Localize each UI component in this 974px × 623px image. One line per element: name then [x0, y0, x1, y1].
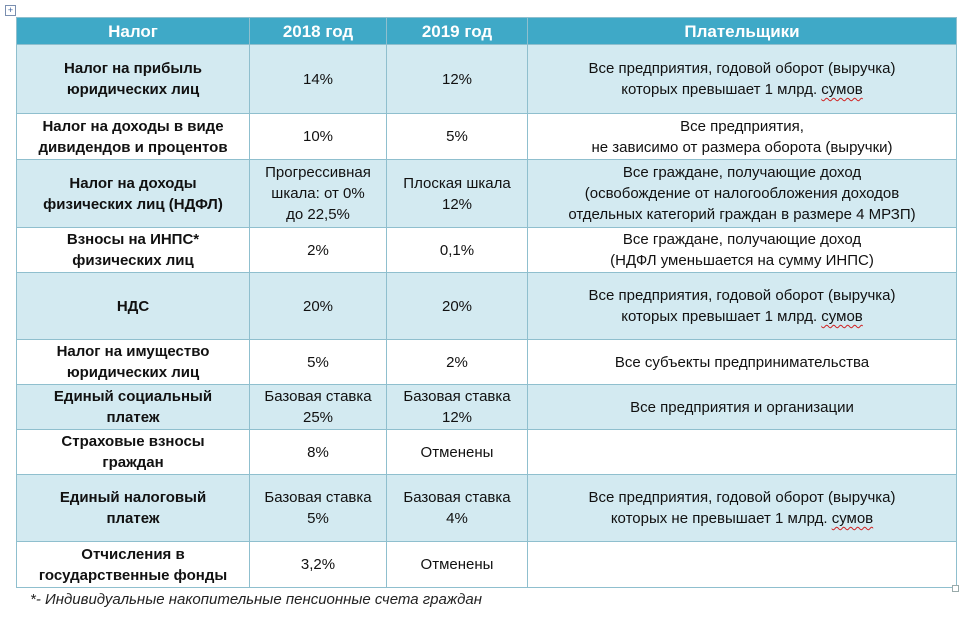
rate-2018-cell: 5% — [249, 339, 387, 385]
tax-name-cell: Страховые взносы граждан — [16, 429, 250, 475]
rate-2018-cell: 2% — [249, 227, 387, 273]
table-row: Отчисления в государственные фонды 3,2% О… — [16, 541, 957, 588]
rate-2018-cell: Прогрессивная шкала: от 0% до 22,5% — [249, 159, 387, 228]
payers-cell: Все граждане, получающие доход (освобожде… — [527, 159, 957, 228]
payers-cell — [527, 541, 957, 588]
payers-cell — [527, 429, 957, 475]
tax-table: Налог 2018 год 2019 год Плательщики Нало… — [16, 17, 957, 588]
rate-2018-cell: 10% — [249, 113, 387, 160]
table-row: Налог на имущество юридических лиц 5% 2% … — [16, 339, 957, 385]
rate-2018-cell: Базовая ставка 25% — [249, 384, 387, 430]
spellcheck-word[interactable]: сумов — [831, 510, 874, 527]
spellcheck-word[interactable]: сумов — [821, 81, 863, 98]
rate-2019-cell: 5% — [386, 113, 528, 160]
payers-cell: Все субъекты предпринимательства — [527, 339, 957, 385]
tax-name-cell: Налог на доходы физических лиц (НДФЛ) — [16, 159, 250, 228]
payers-cell: Все предприятия, годовой оборот (выручка… — [527, 272, 957, 340]
table-row: Налог на доходы в виде дивидендов и проце… — [16, 113, 957, 160]
rate-2019-cell: 20% — [386, 272, 528, 340]
payers-cell: Все граждане, получающие доход (НДФЛ умен… — [527, 227, 957, 273]
footnote: *- Индивидуальные накопительные пенсионн… — [30, 591, 482, 608]
rate-2018-cell: 14% — [249, 44, 387, 114]
table-row: Налог на доходы физических лиц (НДФЛ) Про… — [16, 159, 957, 228]
rate-2018-cell: 3,2% — [249, 541, 387, 588]
rate-2019-cell: 2% — [386, 339, 528, 385]
rate-2019-cell: 12% — [386, 44, 528, 114]
payers-cell: Все предприятия и организации — [527, 384, 957, 430]
spellcheck-word[interactable]: сумов — [821, 308, 863, 325]
rate-2019-cell: Базовая ставка 4% — [386, 474, 528, 542]
table-header-row: Налог 2018 год 2019 год Плательщики — [16, 17, 957, 45]
rate-2018-cell: 20% — [249, 272, 387, 340]
table-row: Единый социальный платеж Базовая ставка 25… — [16, 384, 957, 430]
tax-name-cell: НДС — [16, 272, 250, 340]
rate-2019-cell: Отменены — [386, 429, 528, 475]
tax-name-cell: Налог на прибыль юридических лиц — [16, 44, 250, 114]
table-move-handle[interactable]: + — [5, 5, 16, 16]
header-2018: 2018 год — [249, 17, 387, 45]
table-row: НДС 20% 20% Все предприятия, годовой обо… — [16, 272, 957, 340]
rate-2019-cell: 0,1% — [386, 227, 528, 273]
header-tax: Налог — [16, 17, 250, 45]
payers-cell: Все предприятия, годовой оборот (выручка… — [527, 474, 957, 542]
table-row: Налог на прибыль юридических лиц 14% 12% … — [16, 44, 957, 114]
payers-cell: Все предприятия, не зависимо от размера о… — [527, 113, 957, 160]
payers-cell: Все предприятия, годовой оборот (выручка… — [527, 44, 957, 114]
table-row: Единый налоговый платеж Базовая ставка 5% … — [16, 474, 957, 542]
tax-name-cell: Единый социальный платеж — [16, 384, 250, 430]
table-row: Взносы на ИНПС* физических лиц 2% 0,1% Вс… — [16, 227, 957, 273]
tax-name-cell: Отчисления в государственные фонды — [16, 541, 250, 588]
table-resize-handle[interactable] — [952, 585, 959, 592]
rate-2019-cell: Плоская шкала 12% — [386, 159, 528, 228]
header-2019: 2019 год — [386, 17, 528, 45]
tax-name-cell: Взносы на ИНПС* физических лиц — [16, 227, 250, 273]
rate-2018-cell: Базовая ставка 5% — [249, 474, 387, 542]
table-row: Страховые взносы граждан 8% Отменены — [16, 429, 957, 475]
rate-2019-cell: Базовая ставка 12% — [386, 384, 528, 430]
rate-2018-cell: 8% — [249, 429, 387, 475]
rate-2019-cell: Отменены — [386, 541, 528, 588]
header-payers: Плательщики — [527, 17, 957, 45]
tax-name-cell: Налог на имущество юридических лиц — [16, 339, 250, 385]
tax-name-cell: Налог на доходы в виде дивидендов и проце… — [16, 113, 250, 160]
tax-name-cell: Единый налоговый платеж — [16, 474, 250, 542]
